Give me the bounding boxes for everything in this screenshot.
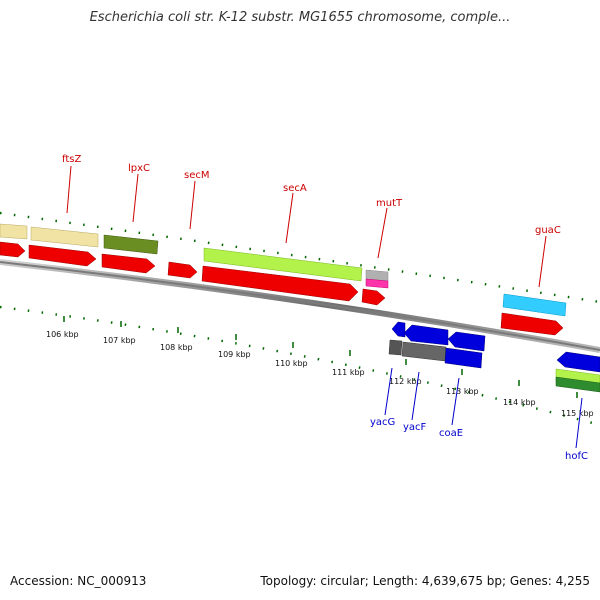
scale-labels: 106 kbp 107 kbp 108 kbp 109 kbp 110 kbp … bbox=[46, 330, 594, 418]
label-leader bbox=[411, 371, 420, 421]
cds-arrow-yacF[interactable] bbox=[403, 324, 449, 346]
label-leader bbox=[132, 173, 139, 223]
gene-bar-right-darkgreen[interactable] bbox=[555, 376, 600, 393]
cds-arrow-hofC[interactable] bbox=[556, 351, 600, 373]
gene-label-secM[interactable]: secM bbox=[184, 170, 210, 181]
map-title: Escherichia coli str. K-12 substr. MG165… bbox=[89, 10, 511, 25]
cds-arrow-coaE[interactable] bbox=[447, 331, 486, 352]
scale-label: 111 kbp bbox=[332, 368, 365, 377]
gene-label-lpxC[interactable]: lpxC bbox=[128, 163, 150, 174]
scale-label: 113 kbp bbox=[446, 387, 479, 396]
scale-label: 115 kbp bbox=[561, 409, 594, 418]
label-leader bbox=[285, 192, 294, 244]
forward-tick-ring bbox=[0, 211, 600, 304]
gene-bar-coaE-blue[interactable] bbox=[444, 347, 483, 369]
label-leader bbox=[189, 180, 196, 230]
gene-bar-ftsZ[interactable] bbox=[30, 226, 99, 248]
gene-bar-yellow[interactable] bbox=[0, 223, 28, 240]
gene-bar-mutT-pink[interactable] bbox=[365, 278, 389, 289]
gene-bar-secA[interactable] bbox=[203, 247, 363, 282]
scale-label: 109 kbp bbox=[218, 350, 251, 359]
gene-label-ftsZ[interactable]: ftsZ bbox=[62, 154, 81, 165]
label-leader bbox=[575, 397, 583, 449]
gene-label-coaE[interactable]: coaE bbox=[439, 428, 463, 439]
reverse-gene-features[interactable] bbox=[388, 321, 600, 373]
forward-gene-features[interactable] bbox=[0, 223, 600, 393]
gene-label-hofC[interactable]: hofC bbox=[565, 451, 588, 462]
label-leader bbox=[377, 207, 388, 259]
cds-arrow-secA[interactable] bbox=[201, 265, 359, 302]
label-leader bbox=[451, 377, 460, 426]
cds-arrow-ftsZ[interactable] bbox=[28, 244, 97, 267]
reverse-gene-labels: yacG yacF coaE hofC bbox=[370, 367, 588, 462]
gene-label-yacF[interactable]: yacF bbox=[403, 422, 427, 433]
cds-arrow-guaC[interactable] bbox=[500, 312, 564, 336]
scale-label: 107 kbp bbox=[103, 336, 136, 345]
gene-label-yacG[interactable]: yacG bbox=[370, 417, 395, 428]
gene-label-mutT[interactable]: mutT bbox=[376, 198, 403, 209]
forward-gene-labels: ftsZ lpxC secM secA mutT guaC bbox=[62, 154, 561, 288]
gene-bar-guaC[interactable] bbox=[502, 293, 567, 317]
label-leader bbox=[384, 367, 393, 416]
scale-ticks bbox=[63, 316, 578, 398]
cds-arrow-secM[interactable] bbox=[167, 261, 198, 279]
cds-arrow-lpxC[interactable] bbox=[101, 253, 156, 274]
gene-bar-lpxC[interactable] bbox=[103, 234, 159, 255]
chromosome-backbone-shade bbox=[0, 261, 600, 351]
label-leader bbox=[66, 165, 72, 214]
gene-label-guaC[interactable]: guaC bbox=[535, 225, 561, 236]
reverse-tick-ring bbox=[0, 305, 600, 427]
label-leader bbox=[538, 235, 547, 288]
gene-bar-yacG-gray[interactable] bbox=[388, 339, 403, 356]
cds-arrow-mutT[interactable] bbox=[361, 288, 386, 306]
scale-label: 110 kbp bbox=[275, 359, 308, 368]
scale-label: 114 kbp bbox=[503, 398, 536, 407]
gene-label-secA[interactable]: secA bbox=[283, 183, 307, 194]
gene-bar-yacF-gray[interactable] bbox=[401, 341, 447, 362]
scale-label: 106 kbp bbox=[46, 330, 79, 339]
cds-arrow-1[interactable] bbox=[0, 241, 26, 258]
scale-label: 108 kbp bbox=[160, 343, 193, 352]
scale-label: 112 kbp bbox=[389, 377, 422, 386]
topology-summary: Topology: circular; Length: 4,639,675 bp… bbox=[260, 574, 590, 588]
cds-arrow-yacG[interactable] bbox=[391, 321, 406, 338]
accession-text: Accession: NC_000913 bbox=[10, 574, 147, 588]
